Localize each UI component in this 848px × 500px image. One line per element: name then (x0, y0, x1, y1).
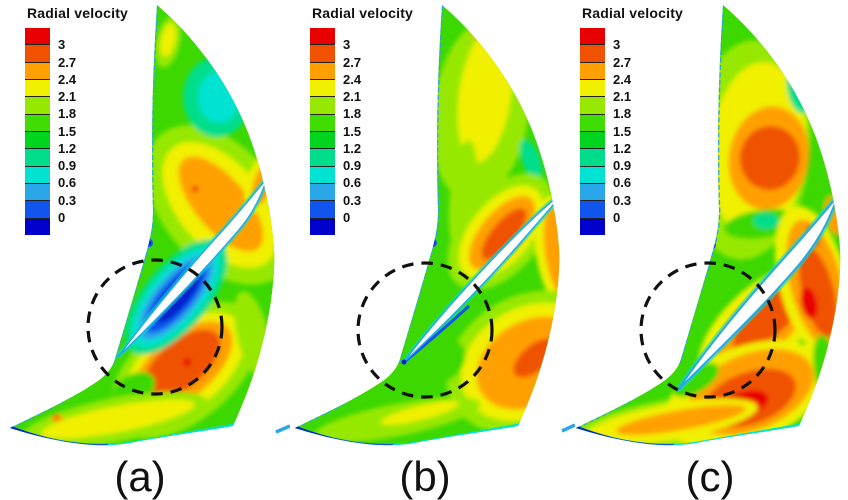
colorbar: 3 2.7 2.4 2.1 1.8 1.5 1.2 0.9 0.6 0.3 0 (310, 28, 420, 236)
colorbar-title: Radial velocity (27, 5, 129, 21)
contour-plot-a (10, 5, 290, 446)
panel-label-b: (b) (399, 453, 451, 500)
colorbar-swatches (310, 28, 335, 235)
colorbar-tick-label: 3 (343, 37, 351, 53)
colorbar-swatch (25, 96, 50, 114)
colorbar-swatch (25, 113, 50, 131)
colorbar-tick-label: 0.6 (343, 175, 362, 191)
panel-label-a: (a) (114, 453, 166, 500)
colorbar-ticks: 3 2.7 2.4 2.1 1.8 1.5 1.2 0.9 0.6 0.3 0 (343, 28, 403, 235)
colorbar-swatch (580, 165, 605, 183)
colorbar-tick-label: 0.3 (58, 192, 77, 208)
contour-plot-c (576, 5, 841, 446)
colorbar-swatch (310, 96, 335, 114)
colorbar-swatch (25, 130, 50, 149)
colorbar-tick-label: 0.6 (58, 175, 77, 191)
colorbar-swatch (310, 113, 335, 131)
colorbar-tick-label: 0 (343, 209, 351, 225)
colorbar-tick-label: 1.2 (343, 140, 362, 156)
colorbar-tick-label: 2.1 (613, 89, 632, 104)
colorbar-swatch (310, 44, 335, 62)
colorbar-swatch (25, 148, 50, 166)
colorbar: 3 2.7 2.4 2.1 1.8 1.5 1.2 0.9 0.6 0.3 0 (25, 28, 135, 236)
colorbar-swatch (310, 28, 335, 45)
colorbar-tick-label: 0.3 (343, 192, 362, 208)
colorbar-title: Radial velocity (582, 5, 684, 21)
colorbar-tick-label: 2.4 (343, 71, 362, 87)
colorbar-tick-label: 1.5 (58, 123, 77, 139)
colorbar-swatches (580, 28, 605, 235)
colorbar-swatch (25, 165, 50, 183)
colorbar-swatch (310, 182, 335, 201)
colorbar-swatch (25, 28, 50, 45)
colorbar-swatch (580, 61, 605, 79)
colorbar-swatch (25, 61, 50, 79)
highlight-circle (86, 258, 224, 396)
highlight-circle (356, 261, 494, 399)
colorbar-swatch (25, 182, 50, 201)
colorbar-swatch (310, 217, 335, 235)
colorbar-title: Radial velocity (312, 5, 414, 21)
colorbar-tick-label: 0 (58, 209, 66, 225)
neighbor-blade-mark (275, 424, 290, 434)
colorbar-tick-label: 0.9 (343, 158, 362, 173)
colorbar-tick-label: 2.1 (58, 89, 77, 104)
colorbar-swatch (310, 61, 335, 79)
colorbar-swatch (25, 200, 50, 218)
panel-c: Radial velocity 3 2.7 2.4 2.1 1.8 1.5 1.2 0.9 0.… (566, 0, 848, 500)
colorbar-tick-label: 2.7 (58, 54, 77, 70)
colorbar-swatch (25, 44, 50, 62)
colorbar-tick-label: 1.2 (58, 140, 77, 156)
colorbar-tick-label: 1.5 (613, 123, 632, 139)
colorbar-tick-label: 2.7 (343, 54, 362, 70)
highlight-circle (639, 261, 777, 399)
colorbar-swatch (310, 200, 335, 218)
panel-b: Radial velocity 3 2.7 2.4 2.1 1.8 1.5 1.2 0.9 0.… (285, 0, 575, 500)
colorbar-swatches (25, 28, 50, 235)
colorbar-swatch (580, 130, 605, 149)
colorbar-tick-label: 0.9 (613, 158, 632, 173)
colorbar-swatch (310, 165, 335, 183)
colorbar-swatch (580, 200, 605, 218)
panel-a: Radial velocity 3 2.7 2.4 2.1 1.8 1.5 1.2 0.9 0.… (0, 0, 290, 500)
colorbar-tick-label: 1.2 (613, 140, 632, 156)
colorbar-swatch (310, 130, 335, 149)
colorbar-swatch (580, 44, 605, 62)
colorbar-ticks: 3 2.7 2.4 2.1 1.8 1.5 1.2 0.9 0.6 0.3 0 (58, 28, 118, 235)
colorbar-swatch (580, 96, 605, 114)
colorbar-ticks: 3 2.7 2.4 2.1 1.8 1.5 1.2 0.9 0.6 0.3 0 (613, 28, 673, 235)
colorbar-swatch (25, 78, 50, 97)
colorbar-tick-label: 0.9 (58, 158, 77, 173)
colorbar-tick-label: 1.5 (343, 123, 362, 139)
colorbar-tick-label: 2.4 (613, 71, 632, 87)
colorbar: 3 2.7 2.4 2.1 1.8 1.5 1.2 0.9 0.6 0.3 0 (580, 28, 690, 236)
colorbar-swatch (580, 148, 605, 166)
neighbor-blade-mark (561, 423, 575, 433)
splitter-blade (401, 188, 560, 365)
colorbar-swatch (580, 182, 605, 201)
colorbar-tick-label: 1.8 (343, 106, 362, 122)
colorbar-swatch (580, 113, 605, 131)
colorbar-tick-label: 3 (58, 37, 66, 53)
colorbar-tick-label: 0 (613, 209, 621, 225)
colorbar-tick-label: 2.1 (343, 89, 362, 104)
colorbar-tick-label: 3 (613, 37, 621, 53)
colorbar-swatch (310, 148, 335, 166)
colorbar-swatch (580, 28, 605, 45)
colorbar-swatch (580, 217, 605, 235)
colorbar-swatch (25, 217, 50, 235)
colorbar-swatch (580, 78, 605, 97)
colorbar-tick-label: 1.8 (613, 106, 632, 122)
colorbar-tick-label: 1.8 (58, 106, 77, 122)
panel-label-c: (c) (685, 453, 735, 500)
colorbar-tick-label: 0.6 (613, 175, 632, 191)
colorbar-tick-label: 0.3 (613, 192, 632, 208)
colorbar-swatch (310, 78, 335, 97)
colorbar-tick-label: 2.7 (613, 54, 632, 70)
colorbar-tick-label: 2.4 (58, 71, 77, 87)
contour-plot-b (295, 5, 575, 446)
